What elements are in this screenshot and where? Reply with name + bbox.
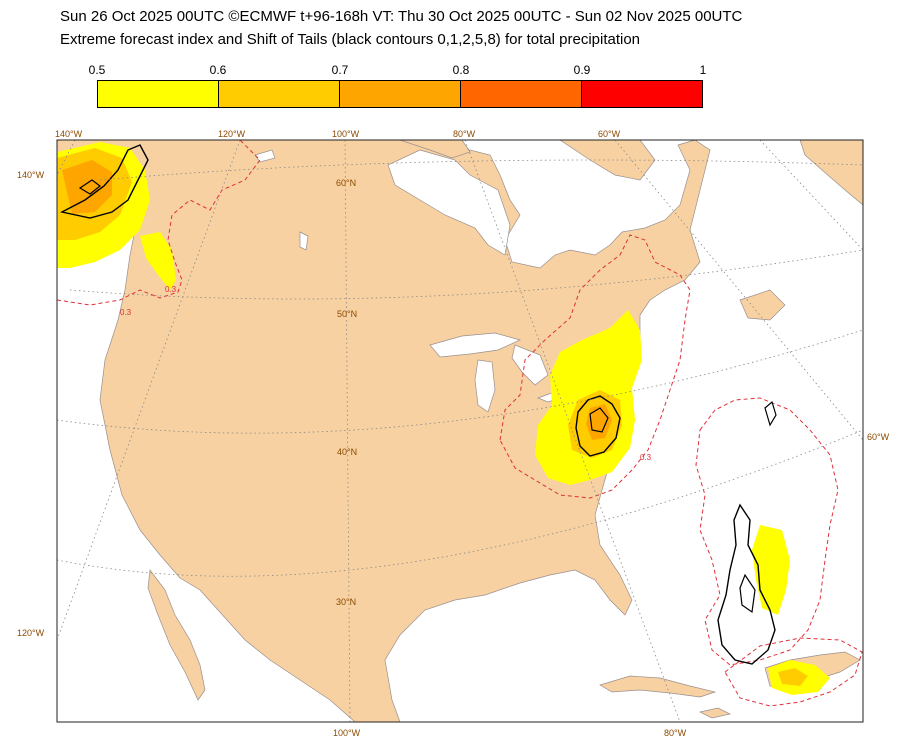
colorbar: [97, 80, 703, 108]
colorbar-segment-0.8-0.9: [461, 81, 582, 107]
lon-tick-label: 140°W: [17, 170, 45, 180]
sot-contour-northeast-inner: [589, 407, 609, 433]
colorbar-tick-label: 0.6: [209, 63, 227, 77]
lake-superior: [429, 332, 522, 358]
land-cuba: [599, 675, 717, 698]
efi-area-bc-coast-0.5: [140, 232, 176, 290]
colorbar-segment-0.5-0.6: [98, 81, 219, 107]
meridian-140W: [57, 140, 76, 176]
sot-contour-pacific-nw-inner: [78, 179, 101, 195]
land-north-america: [57, 140, 711, 722]
lon-tick-label: 60°W: [598, 129, 621, 139]
efi-contour-label: 0.3: [165, 285, 177, 294]
lat-label: 60°N: [336, 178, 356, 188]
land-jamaica: [698, 707, 732, 719]
land-newfoundland: [739, 289, 786, 321]
efi-area-caribbean-0.6: [778, 668, 808, 686]
lake-michigan: [474, 359, 496, 413]
hudson-bay: [387, 149, 511, 256]
efi-contour-0.3-northeast: [499, 234, 691, 499]
lon-tick-label: 100°W: [333, 728, 361, 738]
colorbar-tick-label: 0.8: [452, 63, 470, 77]
map-title-line-1: Sun 26 Oct 2025 00UTC ©ECMWF t+96-168h V…: [60, 8, 743, 25]
lon-tick-label: 80°W: [664, 728, 687, 738]
colorbar-tick-label: 0.5: [88, 63, 106, 77]
efi-contour-0.3-atlantic: [695, 397, 839, 666]
lon-tick-label: 100°W: [332, 129, 360, 139]
colorbar-tick-label: 0.7: [331, 63, 349, 77]
graticule: [57, 140, 863, 722]
colorbar-segment-0.9-1: [582, 81, 702, 107]
land-baja-california: [147, 569, 206, 701]
efi-contour-label: 0.3: [640, 453, 652, 462]
lon-tick-label: 80°W: [453, 129, 476, 139]
lat-label: 50°N: [337, 309, 357, 319]
efi-contour-0.3-caribbean: [724, 637, 863, 707]
lat-label: 40°N: [337, 447, 357, 457]
land-greenland: [799, 140, 863, 206]
sot-contour-pacific-nw: [59, 144, 149, 219]
lon-tick-label: 140°W: [55, 129, 83, 139]
efi-contour-label: 0.3: [120, 308, 132, 317]
lon-tick-label: 120°W: [218, 129, 246, 139]
colorbar-tick-label: 0.9: [573, 63, 591, 77]
parallel-30N: [57, 429, 863, 577]
parallel-50N: [69, 249, 863, 300]
forecast-map: 140°W 120°W 100°W 80°W 60°W 100°W 80°W 1…: [17, 129, 890, 738]
meridian-120W: [57, 140, 241, 641]
sot-contour-atlantic: [717, 503, 776, 665]
lake-huron: [511, 344, 549, 386]
meridian-60W: [614, 140, 863, 441]
sot-contour-northeast: [575, 395, 621, 457]
sot-contour-atlantic-inner: [739, 573, 756, 614]
colorbar-segment-0.6-0.7: [219, 81, 340, 107]
map-frame: [56, 139, 864, 723]
map-title-line-2: Extreme forecast index and Shift of Tail…: [60, 31, 641, 48]
colorbar-tick-label: 1: [699, 63, 707, 77]
lake-winnipeg: [299, 231, 309, 251]
colorbar-segment-0.7-0.8: [340, 81, 461, 107]
efi-area-pacific-nw-0.7: [62, 160, 112, 214]
great-slave-lake: [254, 149, 276, 163]
lon-tick-label: 120°W: [17, 628, 45, 638]
land-arctic-island: [399, 140, 471, 159]
efi-contour-0.3-pacific: [57, 140, 261, 306]
lat-label: 30°N: [336, 597, 356, 607]
sot-contour-east-small: [764, 400, 777, 427]
lon-tick-label: 60°W: [867, 432, 890, 442]
